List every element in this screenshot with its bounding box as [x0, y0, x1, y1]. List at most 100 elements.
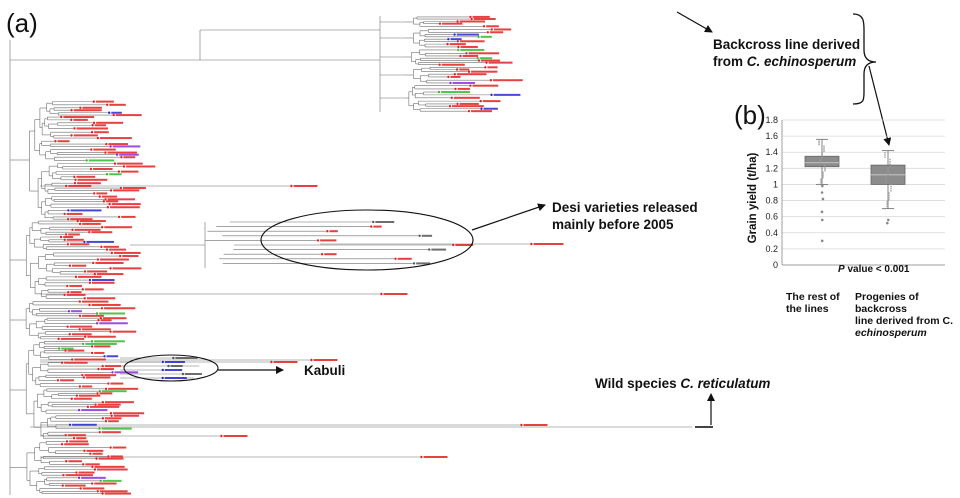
p-value-text: value < 0.001 [845, 264, 910, 275]
tree-leaf-label [107, 152, 136, 154]
tree-leaf-marker [123, 165, 125, 167]
tree-leaf-label [124, 156, 136, 158]
tree-leaf-marker [100, 317, 102, 319]
tree-leaf-marker [83, 376, 85, 378]
tree-leaf-label [113, 412, 144, 414]
tree-leaf-marker [58, 347, 60, 349]
tree-leaf-label [63, 116, 94, 118]
tree-leaf-label [481, 60, 500, 62]
tree-leaf-label [122, 255, 138, 257]
tree-leaf-label [104, 307, 135, 309]
jitter-point [821, 154, 823, 156]
tree-leaf-marker [69, 264, 71, 266]
jitter-point [890, 188, 892, 190]
category-label-rest: The rest of the lines [786, 291, 840, 315]
tree-leaf-marker [456, 68, 458, 70]
tree-leaf-marker [63, 239, 65, 241]
tree-leaf-marker [372, 221, 374, 223]
tree-leaf-label [80, 220, 106, 222]
tree-leaf-label [483, 100, 501, 102]
tree-leaf-label [473, 85, 499, 87]
tree-leaf-label [98, 404, 121, 406]
tree-leaf-label [460, 40, 485, 42]
tree-leaf-marker [63, 294, 65, 296]
tree-leaf-marker [469, 84, 471, 86]
tree-leaf-label [81, 477, 106, 479]
tree-leaf-label [471, 71, 497, 73]
tree-leaf-label [78, 276, 102, 278]
jitter-point [824, 164, 826, 166]
grain-yield-boxplot: 00.20.40.60.811.21.41.61.8 Grain yield (… [740, 112, 950, 282]
tree-leaf-marker [290, 185, 292, 187]
tree-leaf-marker [65, 233, 67, 235]
tree-leaf-label [102, 196, 117, 198]
jitter-point [824, 166, 826, 168]
tree-leaf-marker [105, 420, 107, 422]
tree-leaf-marker [99, 431, 101, 433]
tree-leaf-label [97, 273, 124, 275]
tree-leaf-label [108, 420, 119, 422]
tree-leaf-marker [109, 446, 111, 448]
jitter-point [823, 149, 825, 151]
tree-leaf-marker [530, 243, 532, 245]
tree-leaf-label [117, 163, 143, 165]
wild-species-name: C. reticulatum [680, 376, 770, 391]
tree-leaf-marker [446, 43, 448, 45]
tree-leaf-label [68, 460, 82, 462]
tree-leaf-marker [98, 427, 100, 429]
backcross-annotation-prefix: from [713, 54, 747, 69]
tree-leaf-label [74, 398, 92, 400]
tree-leaf-marker [100, 246, 102, 248]
tree-leaf-label [66, 474, 93, 476]
y-tick-label: 0.8 [765, 196, 778, 206]
tree-leaf-label [474, 18, 496, 20]
tree-leaf-label [534, 243, 564, 245]
tree-leaf-label [442, 23, 462, 25]
tree-leaf-label [165, 369, 182, 371]
tree-leaf-label [63, 236, 73, 238]
category-label-rest-line1: The rest of [786, 291, 840, 303]
tree-leaf-label [84, 374, 116, 376]
tree-leaf-marker [326, 230, 328, 232]
jitter-point [823, 145, 825, 147]
tree-leaf-label [424, 456, 448, 458]
tree-leaf-label [68, 434, 86, 436]
tree-leaf-marker [106, 173, 108, 175]
tree-leaf-label [76, 176, 95, 178]
tree-leaf-label [493, 79, 523, 81]
tree-leaf-label [452, 105, 484, 107]
tree-leaf-marker [74, 182, 76, 184]
category-label-progenies-line2: line derived from C. [855, 315, 960, 327]
tree-leaf-marker [64, 434, 66, 436]
tree-leaf-marker [107, 206, 109, 208]
tree-leaf-label [486, 25, 499, 27]
tree-leaf-marker [420, 456, 422, 458]
tree-leaf-label [95, 124, 106, 126]
tree-leaf-marker [106, 248, 108, 250]
tree-leaf-marker [394, 258, 396, 260]
tree-leaf-marker [491, 28, 493, 30]
tree-leaf-marker [447, 38, 449, 40]
tree-leaf-marker [182, 373, 184, 375]
tree-leaf-marker [317, 239, 319, 241]
tree-leaf-label [81, 409, 107, 411]
tree-leaf-marker [82, 343, 84, 345]
tree-leaf-label [457, 34, 479, 36]
jitter-point [887, 170, 889, 172]
outlier-point [886, 222, 889, 225]
jitter-point [885, 181, 887, 183]
desi-annotation-line1: Desi varieties released [552, 199, 698, 216]
y-tick-label: 1.2 [765, 163, 778, 173]
tree-leaf-label [460, 20, 485, 22]
tree-leaf-label [116, 114, 142, 116]
tree-leaf-label [60, 379, 74, 381]
tree-leaf-marker [84, 336, 86, 338]
tree-leaf-marker [89, 279, 91, 281]
jitter-point [819, 163, 821, 165]
tree-leaf-marker [88, 231, 90, 233]
tree-leaf-marker [457, 49, 459, 51]
tree-leaf-label [64, 362, 88, 364]
kabuli-annotation: Kabuli [304, 362, 345, 379]
tree-leaf-marker [490, 79, 492, 81]
tree-leaf-marker [63, 213, 65, 215]
